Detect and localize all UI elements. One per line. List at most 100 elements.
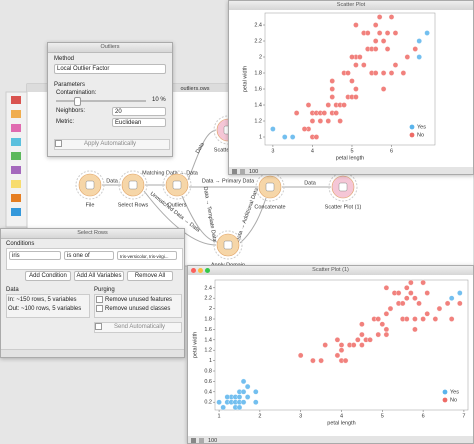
field-label: Metric: <box>56 119 74 125</box>
y-tick-label: 1.6 <box>204 327 212 333</box>
section-label: Conditions <box>6 241 35 247</box>
y-tick-label: 1 <box>209 358 212 364</box>
point <box>353 22 359 28</box>
point <box>341 102 347 108</box>
sample-count: 100 <box>208 438 217 444</box>
value-field[interactable]: Iris-versicolor, Iris-virgi... <box>117 251 177 260</box>
send-checkbox[interactable] <box>95 323 102 330</box>
point <box>325 102 332 108</box>
metric-dropdown[interactable]: Euclidean <box>112 118 166 127</box>
legend-swatch <box>442 389 448 395</box>
point <box>375 331 382 338</box>
status-bar <box>1 349 184 357</box>
y-tick-label: 0.4 <box>204 389 212 395</box>
status-bar <box>229 167 473 174</box>
x-tick-label: 6 <box>422 413 425 419</box>
point <box>412 46 419 52</box>
x-axis-label: petal length <box>336 155 364 161</box>
x-tick-label: 4 <box>340 413 343 419</box>
node-halo <box>162 170 192 200</box>
point <box>318 357 324 364</box>
links <box>102 129 331 246</box>
point <box>444 300 451 307</box>
contamination-value: 10 % <box>152 97 166 103</box>
point <box>424 290 430 296</box>
y-tick-label: 2.4 <box>204 285 212 291</box>
neighbors-spin[interactable]: 20 <box>112 107 166 116</box>
method-dropdown[interactable]: Local Outlier Factor <box>54 64 166 74</box>
point <box>392 30 399 36</box>
point <box>313 134 320 140</box>
point <box>353 62 359 68</box>
add-all-button[interactable]: Add All Variables <box>74 271 124 281</box>
footer-icon <box>191 438 196 443</box>
y-tick-label: 1.2 <box>254 118 262 124</box>
point <box>372 46 379 52</box>
point <box>355 337 361 343</box>
point <box>448 295 455 302</box>
point <box>236 394 243 400</box>
point <box>240 399 247 405</box>
apply-checkbox[interactable] <box>55 140 62 147</box>
node-icon <box>223 240 233 250</box>
window-title: Outliers <box>48 43 172 53</box>
apply-button[interactable]: Apply Automatically <box>84 141 137 148</box>
point <box>375 316 382 322</box>
point <box>338 347 345 353</box>
point <box>392 62 399 68</box>
point <box>388 14 395 20</box>
section-label: Method <box>54 56 75 62</box>
window-controls[interactable] <box>191 268 210 275</box>
x-tick-label: 7 <box>462 413 465 419</box>
y-tick-label: 1 <box>259 134 262 140</box>
point <box>412 316 418 322</box>
canvas-title: outliers.ows <box>180 86 209 92</box>
slider-handle[interactable] <box>74 97 81 106</box>
point <box>408 290 414 296</box>
point <box>395 290 402 296</box>
add-condition-button[interactable]: Add Condition <box>25 271 71 281</box>
node-halo <box>328 172 358 202</box>
point <box>376 30 383 36</box>
point <box>349 54 355 60</box>
y-tick-label: 1.8 <box>254 70 262 76</box>
node-label: Concatenate <box>254 204 285 210</box>
purge-option[interactable]: Remove unused features <box>96 296 172 303</box>
link-label: Matching Data → Data <box>142 170 199 176</box>
sample-count: 100 <box>249 169 258 175</box>
point <box>367 337 373 343</box>
x-tick-label: 3 <box>299 413 302 419</box>
legend-swatch <box>409 132 415 138</box>
legend-label: Yes <box>450 389 459 395</box>
scatter-plot: 1 2 3 4 5 6 7 0.2 0.4 0.6 0.8 1 1.2 1.4 1.6 1.8 2 2.2 2.4 p… <box>188 275 473 444</box>
scatter-plot: 3 4 5 6 1 1.2 1.4 1.6 1.8 2 2.2 2.4 petal length peta… <box>229 10 473 175</box>
x-tick-label: 1 <box>218 413 221 419</box>
y-tick-label: 1.6 <box>254 86 262 92</box>
footer-icon <box>240 169 245 174</box>
point <box>353 94 359 100</box>
remove-all-button[interactable]: Remove All <box>127 271 173 281</box>
x-tick-label: 2 <box>258 413 261 419</box>
node-halo <box>255 172 285 202</box>
purge-option[interactable]: Remove unused classes <box>96 305 170 312</box>
point <box>416 300 422 307</box>
point <box>317 118 324 124</box>
purge-label: Remove unused features <box>105 297 173 304</box>
point <box>412 326 418 333</box>
point <box>420 316 426 322</box>
point <box>270 126 276 132</box>
node-icon <box>265 182 275 192</box>
link-label: Data <box>304 180 317 186</box>
section-label: Parameters <box>54 82 86 88</box>
y-tick-label: 1.8 <box>204 316 212 322</box>
operator-dropdown[interactable]: is one of <box>64 251 114 260</box>
contamination-slider[interactable] <box>56 100 146 102</box>
point <box>357 54 363 60</box>
point <box>432 316 439 322</box>
point <box>380 86 387 92</box>
send-button[interactable]: Send Automatically <box>114 324 166 331</box>
point <box>293 110 300 116</box>
point <box>322 342 328 348</box>
variable-dropdown[interactable]: iris <box>9 251 61 260</box>
y-axis-label: petal width <box>192 332 198 358</box>
